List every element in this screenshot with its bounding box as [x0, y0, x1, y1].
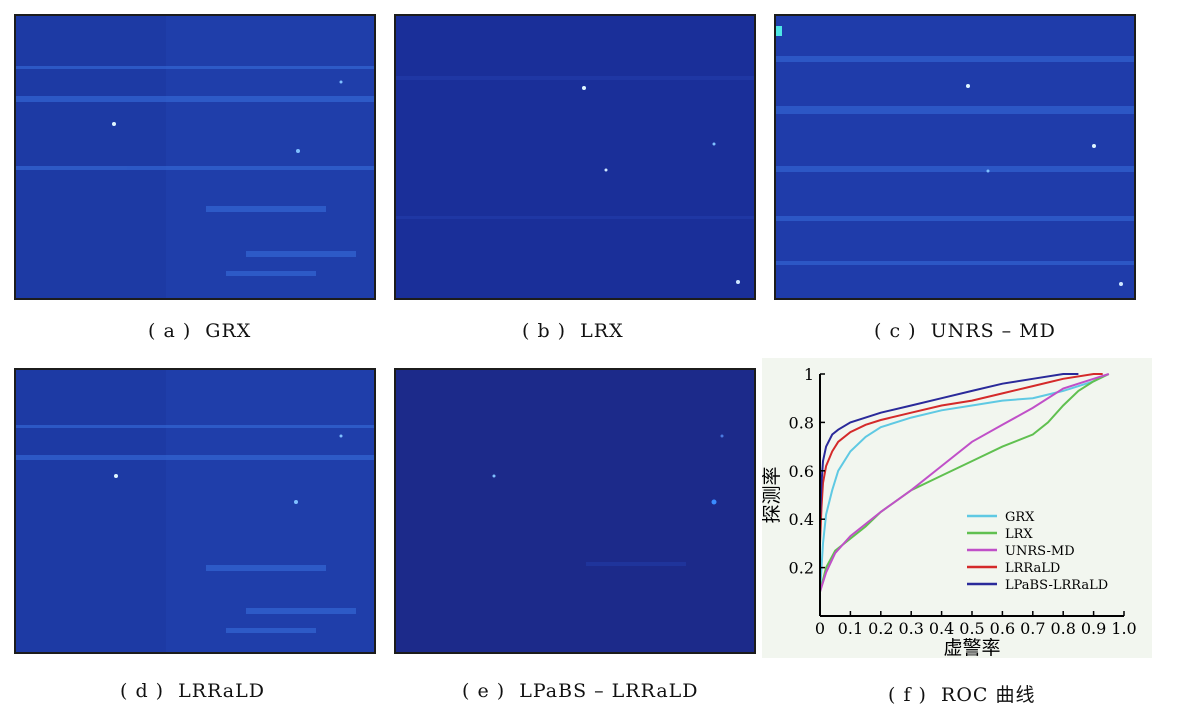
- legend-label: LRRaLD: [1005, 561, 1060, 576]
- series-line-lrrald: [819, 373, 1103, 544]
- y-tick-label: 0.2: [789, 559, 814, 578]
- y-tick-label: 0.6: [789, 462, 814, 481]
- roc-chart: 0 0.1 0.2 0.3 0.4 0.5 0.6 0.7 0.8 0.9 1.0 0.2 0.4 0.6…: [762, 358, 1152, 658]
- x-tick-label: 0: [815, 619, 825, 638]
- series-line-lpabs-lrrald: [819, 373, 1079, 520]
- x-tick-label: 0.7: [1020, 619, 1045, 638]
- x-axis-label: 虚警率: [943, 637, 1000, 658]
- x-tick-label: 0.9: [1081, 619, 1106, 638]
- series-line-grx: [819, 373, 1110, 592]
- legend-label: UNRS-MD: [1005, 544, 1075, 559]
- caption-d: ( d ) LRRaLD: [120, 680, 265, 702]
- y-tick-label: 1: [804, 365, 814, 384]
- series-line-unrs-md: [819, 373, 1110, 593]
- detection-map-lrrald: [14, 368, 376, 654]
- legend-label: LRX: [1005, 527, 1033, 542]
- detection-map-lrx: [394, 14, 756, 300]
- caption-f: ( f ) ROC 曲线: [888, 684, 1036, 706]
- x-tick-label: 0.4: [929, 619, 954, 638]
- y-axis-label: 探测率: [762, 466, 783, 523]
- caption-c: ( c ) UNRS – MD: [874, 320, 1056, 342]
- caption-a: ( a ) GRX: [148, 320, 252, 342]
- x-tick-label: 0.8: [1050, 619, 1075, 638]
- detection-map-lpabs-lrrald: [394, 368, 756, 654]
- x-tick-label: 0.5: [959, 619, 984, 638]
- legend-label: GRX: [1005, 510, 1035, 525]
- x-tick-label: 1.0: [1111, 619, 1136, 638]
- legend-label: LPaBS-LRRaLD: [1005, 578, 1108, 593]
- y-tick-label: 0.4: [789, 510, 814, 529]
- x-tick-label: 0.6: [990, 619, 1015, 638]
- detection-map-grx: [14, 14, 376, 300]
- x-tick-label: 0.3: [898, 619, 923, 638]
- x-tick-label: 0.1: [838, 619, 863, 638]
- x-tick-label: 0.2: [868, 619, 893, 638]
- caption-b: ( b ) LRX: [522, 320, 624, 342]
- caption-e: ( e ) LPaBS – LRRaLD: [462, 680, 699, 702]
- detection-map-unrs-md: [774, 14, 1136, 300]
- y-tick-label: 0.8: [789, 413, 814, 432]
